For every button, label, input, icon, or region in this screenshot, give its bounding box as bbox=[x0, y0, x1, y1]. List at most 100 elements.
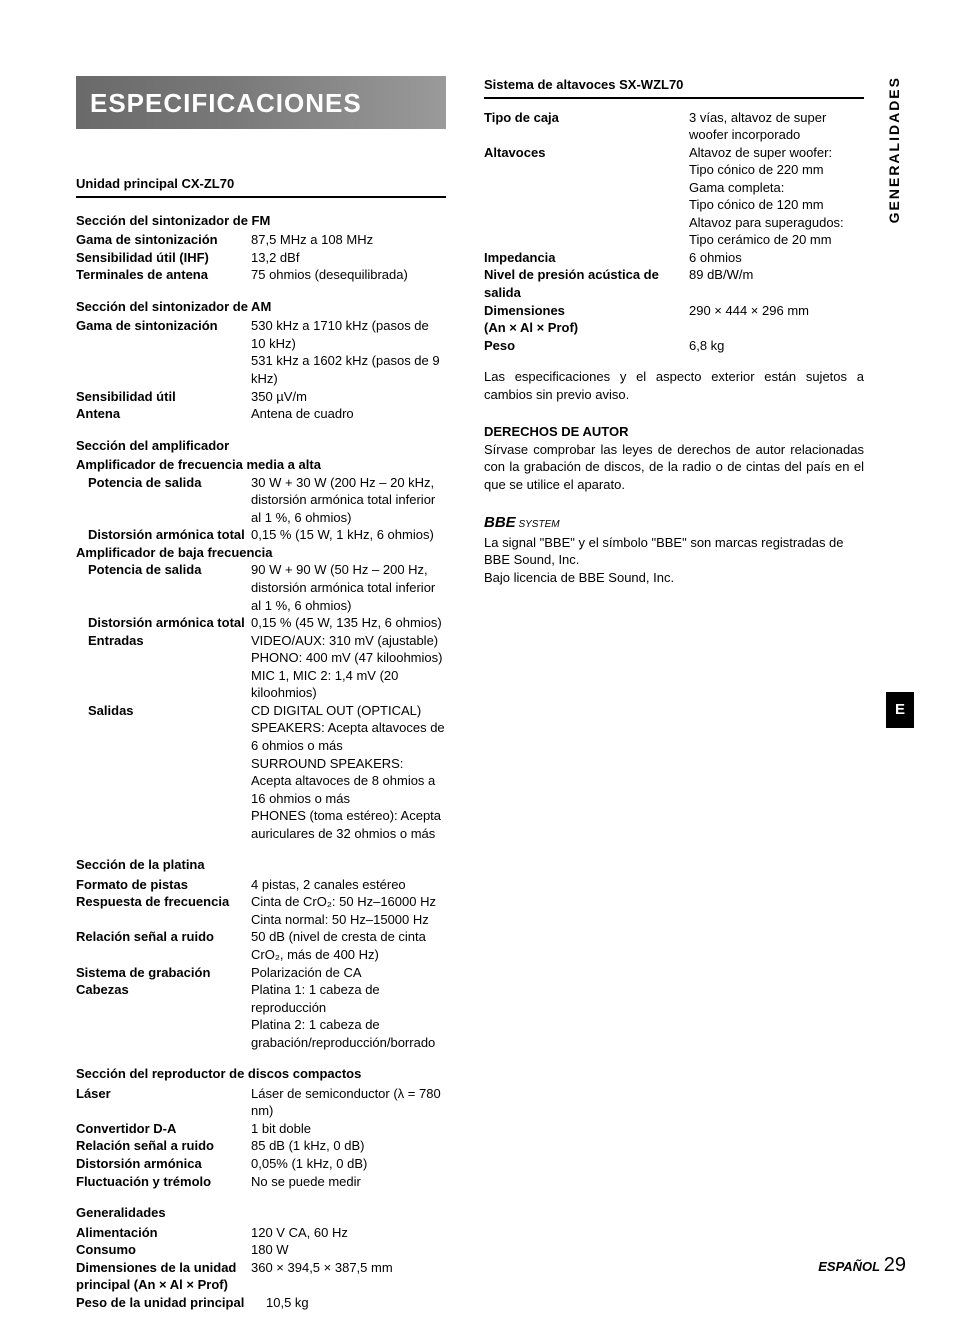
spec-row: Alimentación120 V CA, 60 Hz bbox=[76, 1224, 446, 1242]
spec-row: Dimensiones (An × Al × Prof)290 × 444 × … bbox=[484, 302, 864, 337]
spec-row: Formato de pistas4 pistas, 2 canales est… bbox=[76, 876, 446, 894]
spec-value: 0,15 % (15 W, 1 kHz, 6 ohmios) bbox=[251, 526, 446, 544]
spec-value: 0,05% (1 kHz, 0 dB) bbox=[251, 1155, 446, 1173]
spec-label: Consumo bbox=[76, 1241, 251, 1259]
spec-value: 87,5 MHz a 108 MHz bbox=[251, 231, 446, 249]
spec-value: 75 ohmios (desequilibrada) bbox=[251, 266, 446, 284]
side-vertical-label: GENERALIDADES bbox=[885, 76, 904, 223]
spec-row: CabezasPlatina 1: 1 cabeza de reproducci… bbox=[76, 981, 446, 1051]
spec-label: Antena bbox=[76, 405, 251, 423]
spec-row: Relación señal a ruido85 dB (1 kHz, 0 dB… bbox=[76, 1137, 446, 1155]
cd-heading: Sección del reproductor de discos compac… bbox=[76, 1065, 446, 1083]
spec-row: Relación señal a ruido50 dB (nivel de cr… bbox=[76, 928, 446, 963]
spec-value: VIDEO/AUX: 310 mV (ajustable) PHONO: 400… bbox=[251, 632, 446, 702]
spec-label: Sensibilidad útil (IHF) bbox=[76, 249, 251, 267]
deck-table: Formato de pistas4 pistas, 2 canales est… bbox=[76, 876, 446, 1051]
amp1-table: Potencia de salida30 W + 30 W (200 Hz – … bbox=[76, 474, 446, 544]
spec-value: 89 dB/W/m bbox=[689, 266, 864, 301]
copyright-heading: DERECHOS DE AUTOR bbox=[484, 423, 864, 441]
bbe-body: La signal "BBE" y el símbolo "BBE" son m… bbox=[484, 534, 864, 587]
spec-label: Potencia de salida bbox=[88, 561, 251, 614]
spec-label: Altavoces bbox=[484, 144, 689, 249]
spec-row: SalidasCD DIGITAL OUT (OPTICAL) SPEAKERS… bbox=[88, 702, 446, 842]
footer-page-number: 29 bbox=[884, 1254, 906, 1276]
spec-label: Potencia de salida bbox=[88, 474, 251, 527]
speaker-table: Tipo de caja3 vías, altavoz de super woo… bbox=[484, 109, 864, 355]
amp2-table: Potencia de salida90 W + 90 W (50 Hz – 2… bbox=[76, 561, 446, 842]
spec-row: EntradasVIDEO/AUX: 310 mV (ajustable) PH… bbox=[88, 632, 446, 702]
spec-label: Dimensiones de la unidad principal (An ×… bbox=[76, 1259, 251, 1294]
spec-value: Antena de cuadro bbox=[251, 405, 446, 423]
spec-row: Convertidor D-A1 bit doble bbox=[76, 1120, 446, 1138]
spec-row: Sensibilidad útil (IHF)13,2 dBf bbox=[76, 249, 446, 267]
spec-value: 290 × 444 × 296 mm bbox=[689, 302, 864, 337]
spec-row: Gama de sintonización530 kHz a 1710 kHz … bbox=[76, 317, 446, 387]
spec-label: Entradas bbox=[88, 632, 251, 702]
spec-row: Distorsión armónica0,05% (1 kHz, 0 dB) bbox=[76, 1155, 446, 1173]
spec-label: Fluctuación y trémolo bbox=[76, 1173, 251, 1191]
spec-label: Nivel de presión acústica de salida bbox=[484, 266, 689, 301]
spec-value: Láser de semiconductor (λ = 780 nm) bbox=[251, 1085, 446, 1120]
spec-value: No se puede medir bbox=[251, 1173, 446, 1191]
disclaimer-text: Las especificaciones y el aspecto exteri… bbox=[484, 368, 864, 403]
spec-value: 50 dB (nivel de cresta de cinta CrO₂, má… bbox=[251, 928, 446, 963]
spec-value: Platina 1: 1 cabeza de reproducción Plat… bbox=[251, 981, 446, 1051]
spec-label: Peso bbox=[484, 337, 689, 355]
fm-table: Gama de sintonización87,5 MHz a 108 MHz … bbox=[76, 231, 446, 284]
spec-label: Distorsión armónica total bbox=[88, 614, 251, 632]
spec-value: 6 ohmios bbox=[689, 249, 864, 267]
amp-sub2: Amplificador de baja frecuencia bbox=[76, 544, 446, 562]
spec-label: Distorsión armónica bbox=[76, 1155, 251, 1173]
bbe-system: SYSTEM bbox=[516, 519, 560, 530]
spec-label: Láser bbox=[76, 1085, 251, 1120]
spec-value: 360 × 394,5 × 387,5 mm bbox=[251, 1259, 446, 1294]
spec-label: Cabezas bbox=[76, 981, 251, 1051]
spec-row: AltavocesAltavoz de super woofer: Tipo c… bbox=[484, 144, 864, 249]
spec-label: Convertidor D-A bbox=[76, 1120, 251, 1138]
am-heading: Sección del sintonizador de AM bbox=[76, 298, 446, 316]
spec-row: LáserLáser de semiconductor (λ = 780 nm) bbox=[76, 1085, 446, 1120]
spec-value: 180 W bbox=[251, 1241, 446, 1259]
spec-row: Potencia de salida90 W + 90 W (50 Hz – 2… bbox=[88, 561, 446, 614]
spec-value: 3 vías, altavoz de super woofer incorpor… bbox=[689, 109, 864, 144]
spec-value: 30 W + 30 W (200 Hz – 20 kHz, distorsión… bbox=[251, 474, 446, 527]
spec-value: 1 bit doble bbox=[251, 1120, 446, 1138]
spec-row: Tipo de caja3 vías, altavoz de super woo… bbox=[484, 109, 864, 144]
spec-row: Sistema de grabaciónPolarización de CA bbox=[76, 964, 446, 982]
spec-value: 0,15 % (45 W, 135 Hz, 6 ohmios) bbox=[251, 614, 446, 632]
amp-heading: Sección del amplificador bbox=[76, 437, 446, 455]
am-table: Gama de sintonización530 kHz a 1710 kHz … bbox=[76, 317, 446, 422]
speaker-heading: Sistema de altavoces SX-WZL70 bbox=[484, 76, 864, 99]
spec-value: Polarización de CA bbox=[251, 964, 446, 982]
spec-row: AntenaAntena de cuadro bbox=[76, 405, 446, 423]
bbe-logo: BBE bbox=[484, 514, 516, 531]
spec-row: Potencia de salida30 W + 30 W (200 Hz – … bbox=[88, 474, 446, 527]
page-footer: ESPAÑOL 29 bbox=[818, 1252, 906, 1279]
spec-row: Peso de la unidad principal10,5 kg bbox=[76, 1294, 446, 1312]
spec-row: Terminales de antena75 ohmios (desequili… bbox=[76, 266, 446, 284]
spec-label: Formato de pistas bbox=[76, 876, 251, 894]
amp-sub1: Amplificador de frecuencia media a alta bbox=[76, 456, 446, 474]
spec-value: 85 dB (1 kHz, 0 dB) bbox=[251, 1137, 446, 1155]
fm-heading: Sección del sintonizador de FM bbox=[76, 212, 446, 230]
spec-value: 530 kHz a 1710 kHz (pasos de 10 kHz) 531… bbox=[251, 317, 446, 387]
spec-value: 13,2 dBf bbox=[251, 249, 446, 267]
spec-value: 6,8 kg bbox=[689, 337, 864, 355]
spec-label: Distorsión armónica total bbox=[88, 526, 251, 544]
spec-label: Dimensiones (An × Al × Prof) bbox=[484, 302, 689, 337]
spec-label: Gama de sintonización bbox=[76, 317, 251, 387]
spec-row: Dimensiones de la unidad principal (An ×… bbox=[76, 1259, 446, 1294]
left-column: ESPECIFICACIONES Unidad principal CX-ZL7… bbox=[76, 76, 446, 1311]
spec-value: Altavoz de super woofer: Tipo cónico de … bbox=[689, 144, 864, 249]
gen-heading: Generalidades bbox=[76, 1204, 446, 1222]
spec-row: Impedancia6 ohmios bbox=[484, 249, 864, 267]
bbe-block: BBE SYSTEM bbox=[484, 513, 864, 533]
spec-label: Relación señal a ruido bbox=[76, 928, 251, 963]
spec-row: Consumo180 W bbox=[76, 1241, 446, 1259]
copyright-body: Sírvase comprobar las leyes de derechos … bbox=[484, 441, 864, 494]
spec-row: Fluctuación y trémoloNo se puede medir bbox=[76, 1173, 446, 1191]
spec-label: Gama de sintonización bbox=[76, 231, 251, 249]
spec-value: 4 pistas, 2 canales estéreo bbox=[251, 876, 446, 894]
spec-label: Terminales de antena bbox=[76, 266, 251, 284]
spec-row: Sensibilidad útil350 µV/m bbox=[76, 388, 446, 406]
